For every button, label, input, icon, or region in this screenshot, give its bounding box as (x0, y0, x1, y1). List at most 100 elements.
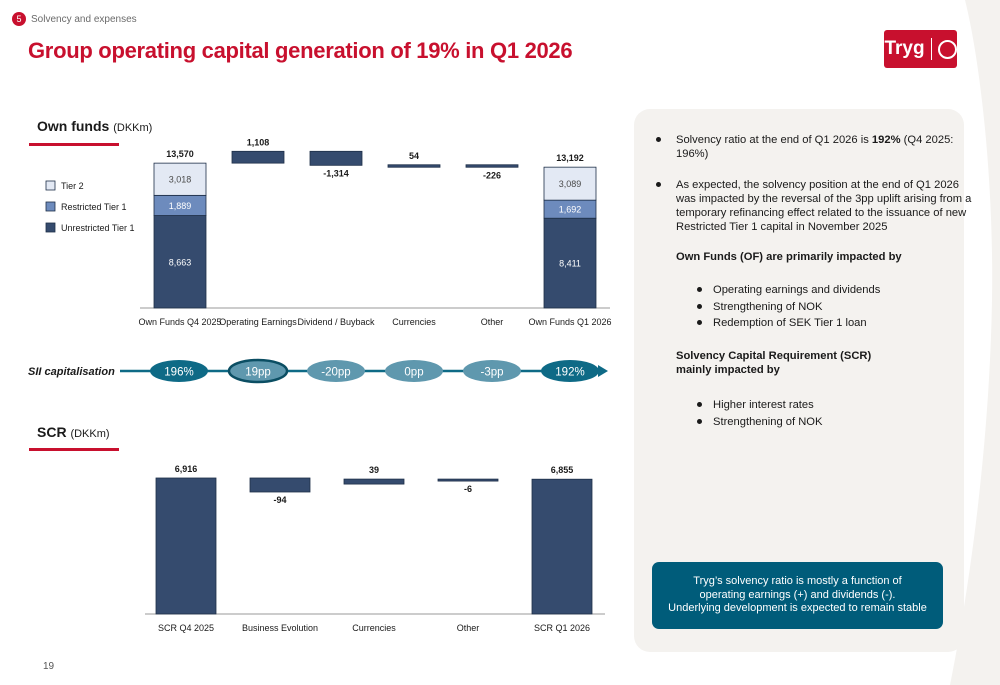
bullet-dot (697, 287, 702, 292)
sii-value-text: 19pp (245, 367, 271, 379)
of-item: Operating earnings and dividends (713, 284, 881, 296)
own-funds-chart: 8,663 1,889 3,018 13,570 1,108 -1,314 54 -226 8,… (45, 137, 612, 327)
scr-delta-label: -94 (273, 495, 286, 505)
scr-total-label: 6,916 (175, 464, 198, 474)
sii-value-pill (227, 358, 289, 384)
logo-separator (930, 38, 932, 60)
delta-value-label: 1,108 (247, 137, 270, 147)
sii-value-pill (385, 360, 443, 382)
segment-label-restricted-tier1: 1,692 (559, 205, 582, 215)
scr-heading: Solvency Capital Requirement (SCR) mainl… (676, 349, 871, 377)
legend-label-tier2: Tier 2 (61, 181, 84, 191)
scr-total-bar (155, 477, 217, 615)
sii-capitalisation-row: SII capitalisation 196% 19pp -20pp 0pp -3pp 19… (28, 358, 608, 384)
background-swoosh (950, 0, 1000, 685)
legend-label-unrestricted-tier1: Unrestricted Tier 1 (61, 223, 135, 233)
bar-segment-unrestricted-tier1 (153, 215, 207, 309)
scr-title: SCR (37, 424, 67, 440)
legend-swatch-tier2 (45, 180, 56, 191)
own-funds-underline (29, 143, 119, 146)
x-tick-label: Currencies (352, 623, 396, 633)
solvency-note-box: Tryg’s solvency ratio is mostly a functi… (652, 562, 943, 629)
of-item: Redemption of SEK Tier 1 loan (713, 317, 867, 329)
waterfall-delta-bar (231, 150, 285, 164)
segment-label-tier2: 3,018 (169, 175, 192, 185)
waterfall-delta-bar (387, 164, 441, 168)
x-tick-label: Own Funds Q4 2025 (138, 317, 221, 327)
of-item: Strengthening of NOK (713, 301, 823, 313)
scr-delta-bar (343, 478, 405, 485)
sii-value-text: -3pp (480, 367, 503, 379)
scr-delta-label: -6 (464, 484, 472, 494)
x-tick-label: Other (457, 623, 480, 633)
segment-label-unrestricted-tier1: 8,663 (169, 257, 192, 267)
bar-total-label: 13,192 (556, 153, 584, 163)
own-funds-label: Own funds (DKKm) (37, 118, 152, 134)
tryg-logo: Tryg (884, 30, 957, 68)
scr-underline (29, 448, 119, 451)
own-funds-unit: (DKKm) (113, 122, 153, 134)
bar-segment-unrestricted-tier1 (543, 217, 597, 309)
scr-item: Higher interest rates (713, 399, 814, 411)
sii-value-pill (463, 360, 521, 382)
page-title: Group operating capital generation of 19… (28, 38, 573, 63)
commentary-panel (634, 109, 964, 652)
legend-swatch-restricted-tier1 (45, 201, 56, 212)
scr-total-label: 6,855 (551, 465, 574, 475)
scr-total-bar (531, 478, 593, 615)
delta-value-label: 54 (409, 151, 419, 161)
bullet-dot (697, 402, 702, 407)
bullet-dot (697, 419, 702, 424)
bullet-expected-position: As expected, the solvency position at th… (676, 178, 971, 234)
bar-segment-tier2 (543, 166, 597, 201)
bullet-dot (656, 137, 661, 142)
sii-capitalisation-label: SII capitalisation (28, 366, 115, 378)
delta-value-label: -226 (483, 170, 501, 180)
bullet-line: As expected, the solvency position at th… (676, 179, 959, 191)
x-tick-label: Currencies (392, 317, 436, 327)
bullet-solvency-ratio: Solvency ratio at the end of Q1 2026 is … (676, 133, 953, 161)
breadcrumb: 5 Solvency and expenses (12, 12, 137, 26)
logo-ring-icon (937, 39, 957, 59)
bullet-text: Solvency ratio at the end of Q1 2026 is (676, 134, 872, 146)
section-name: Solvency and expenses (31, 13, 137, 25)
sii-value-text: 0pp (404, 367, 423, 379)
note-line: Underlying development is expected to re… (668, 602, 927, 615)
x-tick-label: Business Evolution (242, 623, 318, 633)
x-tick-label: Own Funds Q1 2026 (528, 317, 611, 327)
scr-chart: 6,916 -94 39 -6 6,855 SCR Q4 2025 Business Evo… (145, 464, 605, 633)
sii-value-text: 192% (555, 367, 584, 379)
waterfall-delta-bar (465, 164, 519, 168)
scr-item: Strengthening of NOK (713, 416, 823, 428)
x-tick-label: SCR Q1 2026 (534, 623, 590, 633)
bullet-text: 196%) (676, 148, 709, 160)
sii-value-pill (150, 360, 208, 382)
bullet-line: Restricted Tier 1 capital in November 20… (676, 221, 888, 233)
bullet-dot (656, 182, 661, 187)
x-tick-label: Dividend / Buyback (297, 317, 375, 327)
bar-total-label: 13,570 (166, 149, 194, 159)
sii-value-pill (307, 360, 365, 382)
page-number: 19 (43, 661, 55, 672)
bullet-dot (697, 304, 702, 309)
own-funds-title: Own funds (37, 118, 110, 134)
x-tick-label: SCR Q4 2025 (158, 623, 214, 633)
sii-arrow-head-icon (598, 365, 608, 377)
segment-label-unrestricted-tier1: 8,411 (559, 259, 581, 269)
legend-swatch-unrestricted-tier1 (45, 222, 56, 233)
scr-delta-bar (437, 478, 499, 482)
segment-label-tier2: 3,089 (559, 179, 582, 189)
logo-text: Tryg (884, 38, 925, 59)
bullet-line: was impacted by the reversal of the 3pp … (676, 193, 972, 205)
scr-delta-label: 39 (369, 465, 379, 475)
bar-segment-tier2 (153, 162, 207, 196)
sii-value-pill (541, 360, 599, 382)
legend-label-restricted-tier1: Restricted Tier 1 (61, 202, 127, 212)
scr-delta-bar (249, 477, 311, 493)
note-line: Tryg’s solvency ratio is mostly a functi… (693, 575, 902, 588)
waterfall-delta-bar (309, 150, 363, 166)
bullet-text: (Q4 2025: (900, 134, 954, 146)
bullet-bold-value: 192% (871, 134, 901, 146)
scr-heading-line: Solvency Capital Requirement (SCR) (676, 350, 872, 362)
